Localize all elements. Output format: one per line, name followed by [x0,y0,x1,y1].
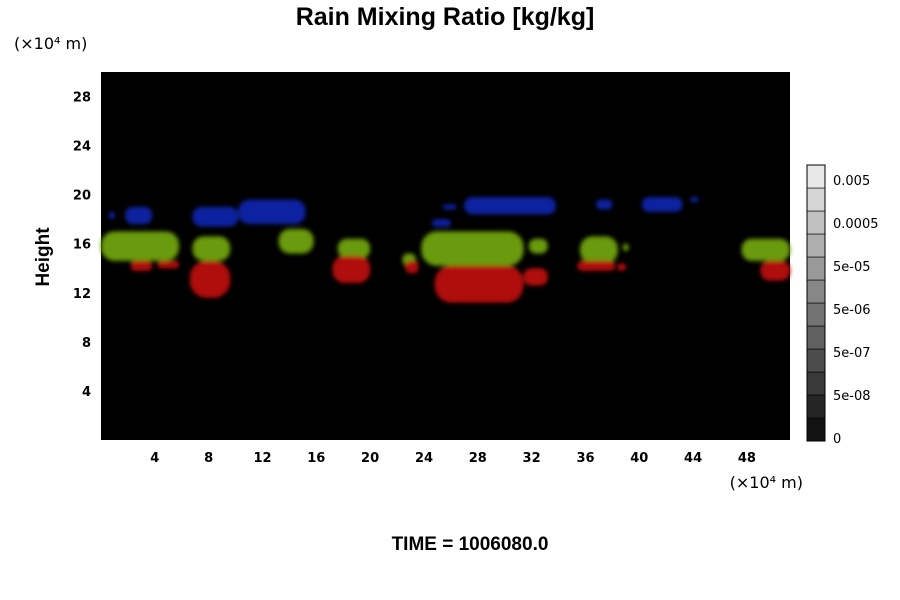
y-tick-label: 8 [82,336,91,351]
patch-1-8 [623,243,629,252]
patch-0-4 [432,219,451,227]
patch-2-3 [332,256,371,283]
colorbar-frame [806,164,826,442]
colorbar-level [806,371,826,396]
time-label: TIME = 1006080.0 [392,534,549,555]
patch-2-1 [157,260,179,269]
colorbar-level [806,187,826,212]
patch-1-1 [192,236,231,261]
y-tick-label: 24 [73,140,91,155]
patch-0-2 [192,206,239,227]
y-tick-label: 4 [82,385,91,400]
x-tick-label: 4 [150,451,159,466]
x-tick-label: 20 [361,451,379,466]
patch-2-2 [189,260,231,298]
patch-2-4 [405,260,419,274]
y-tick-label: 12 [73,287,91,302]
x-ticks: 4 8 12 16 20 24 28 32 36 40 44 48 [150,451,756,466]
patch-0-0 [109,211,115,220]
x-unit-label: (×10⁴ m) [730,473,803,492]
patch-2-5 [434,265,524,303]
y-tick-label: 20 [73,189,91,204]
patch-0-3 [238,199,306,225]
colorbar-level [806,325,826,350]
x-tick-label: 24 [415,451,433,466]
x-tick-label: 44 [684,451,702,466]
x-tick-label: 40 [630,451,648,466]
patch-2-9 [760,260,790,281]
colorbar-level [806,417,826,442]
patch-1-0 [101,231,180,261]
patch-1-9 [741,238,790,261]
patch-2-6 [523,268,548,286]
patch-0-1 [125,206,153,225]
x-tick-label: 36 [576,451,594,466]
chart-title: Rain Mixing Ratio [kg/kg] [296,3,595,31]
patch-0-9 [690,197,699,202]
x-tick-label: 16 [307,451,325,466]
colorbar-level [806,256,826,281]
x-tick-label: 8 [204,451,213,466]
patch-2-0 [130,260,153,271]
colorbar-label: 5e-08 [833,389,871,404]
patch-1-3 [337,238,371,259]
colorbar-label: 5e-06 [833,303,871,318]
colorbar-level [806,348,826,373]
patch-0-7 [596,199,613,210]
colorbar-level [806,210,826,235]
colorbar-level [806,394,826,419]
colorbar-label: 0 [833,432,841,447]
colorbar-level [806,302,826,327]
colorbar-level [806,233,826,258]
colorbar-label: 0.0005 [833,217,879,232]
y-tick-label: 28 [73,91,91,106]
colorbar-level [806,279,826,304]
colorbar: 0.005 0.0005 5e-05 5e-06 5e-07 5e-08 0 [806,164,879,447]
patch-1-7 [580,236,618,264]
colorbar-label: 5e-07 [833,346,871,361]
x-tick-label: 28 [469,451,487,466]
colorbar-label: 0.005 [833,174,870,189]
x-tick-label: 12 [253,451,271,466]
patch-0-8 [642,197,683,212]
y-ticks: 4 8 12 16 20 24 28 [73,91,91,400]
y-unit-label: (×10⁴ m) [14,34,87,53]
colorbar-level [806,164,826,189]
y-axis-label: Height [33,227,54,287]
patch-0-6 [464,197,556,215]
data-patches [101,197,790,303]
patch-2-8 [617,263,626,271]
patch-1-2 [278,229,314,254]
colorbar-label: 5e-05 [833,260,871,275]
patch-1-6 [528,238,548,254]
patch-1-5 [421,231,524,266]
x-tick-label: 32 [523,451,541,466]
y-tick-label: 16 [73,238,91,253]
patch-2-7 [577,260,616,271]
patch-0-5 [442,204,457,210]
x-tick-label: 48 [738,451,756,466]
